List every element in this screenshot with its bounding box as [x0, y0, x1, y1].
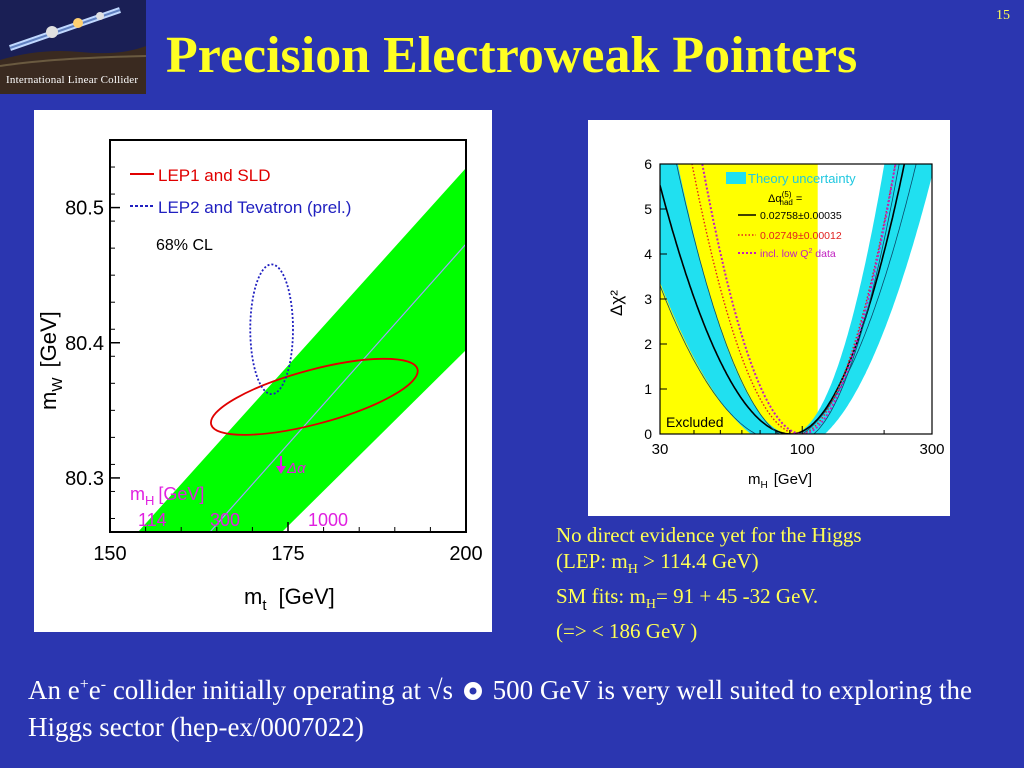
legend-alpha-label: Δα(5) had = [768, 190, 802, 207]
mh-value-300: 300 [210, 510, 240, 530]
band-edge-left [660, 164, 917, 434]
y-tick-label-right: 4 [644, 246, 652, 262]
x-tick-label: 175 [271, 543, 304, 565]
y-tick-label-right: 3 [644, 291, 652, 307]
note-line-2: (LEP: mH > 114.4 GeV) [556, 549, 759, 578]
y-tick-label: 80.4 [65, 333, 104, 355]
higgs-mass-band [138, 168, 466, 532]
x-tick-label: 200 [449, 543, 482, 565]
y-tick-label: 80.3 [65, 468, 104, 490]
low-q2-fit-curve [701, 164, 897, 434]
x-tick-label-right: 30 [652, 441, 669, 458]
band-edge-right [676, 164, 900, 434]
mw-mt-chart: 150 175 200 80.3 80.4 80.5 LEP1 and SLD LEP2 … [36, 139, 483, 614]
slide-number: 15 [996, 8, 1010, 23]
confidence-level-label: 68% CL [156, 237, 213, 254]
delta-chi2-chart-panel: 0 1 2 3 4 5 6 30 100 300 Theory uncertainty Δα(5)… [588, 120, 950, 516]
lep1-ellipse [210, 357, 419, 436]
slide-title: Precision Electroweak Pointers [166, 27, 858, 84]
logo-text: International Linear Collider [6, 74, 139, 86]
mh-value-114: 114 [138, 510, 167, 530]
y-tick-label-right: 5 [644, 201, 652, 217]
y-tick-label-right: 2 [644, 336, 652, 352]
higgs-notes: No direct evidence yet for the Higgs (LE… [556, 522, 1016, 644]
legend-theory-label: Theory uncertainty [748, 171, 856, 186]
legend-lep1-label: LEP1 and SLD [158, 166, 270, 185]
x-tick-label-right: 300 [919, 441, 944, 458]
excluded-label: Excluded [666, 414, 724, 430]
ilc-logo: International Linear Collider [0, 0, 146, 94]
legend-solid-label: 0.02758±0.00035 [760, 210, 842, 222]
band-center-line [209, 243, 466, 532]
x-tick-label-right: 100 [790, 441, 815, 458]
mw-mt-chart-panel: 150 175 200 80.3 80.4 80.5 LEP1 and SLD LEP2 … [34, 110, 492, 632]
theory-uncertainty-band [660, 164, 932, 434]
note-line-3: SM fits: mH= 91 + 45 -32 GeV. [556, 584, 819, 613]
delta-alpha-label: Δα [286, 460, 306, 477]
y-axis-title-right: Δχ² [607, 290, 626, 316]
y-tick-label-right: 6 [644, 156, 652, 172]
legend-lep2-label: LEP2 and Tevatron (prel.) [158, 198, 351, 217]
y-tick-label-right: 1 [644, 381, 652, 397]
delta-chi2-chart: 0 1 2 3 4 5 6 30 100 300 Theory uncertainty Δα(5)… [607, 156, 945, 491]
legend-dotted-label: 0.02749±0.00012 [760, 230, 842, 242]
bottom-statement: An e+e- collider initially operating at … [28, 675, 972, 742]
y-tick-label: 80.5 [65, 198, 104, 220]
y-tick-label-right: 0 [644, 426, 652, 442]
note-line-4: (=> < 186 GeV ) [556, 619, 698, 644]
approx-symbol-icon [462, 676, 484, 710]
legend-magenta-label: incl. low Q2 data [760, 248, 836, 260]
logo-graphic [0, 0, 146, 94]
x-tick-label: 150 [93, 543, 126, 565]
note-line-1: No direct evidence yet for the Higgs [556, 523, 862, 547]
legend-theory-swatch [726, 172, 746, 184]
mh-label: mH [GeV] [130, 484, 204, 508]
x-axis-title-right: mH [GeV] [748, 471, 812, 491]
x-axis-title: mt [GeV] [244, 584, 335, 614]
mh-value-1000: 1000 [308, 510, 348, 530]
delta-alpha-arrowhead [276, 466, 286, 474]
y-axis-title: mW[GeV] [36, 311, 66, 410]
